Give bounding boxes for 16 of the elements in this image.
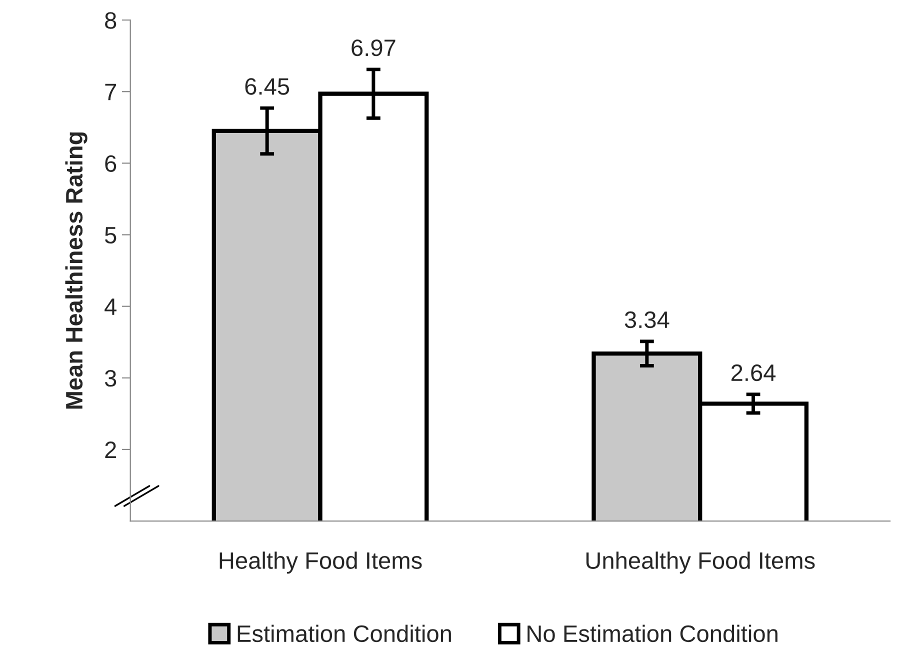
y-tick-label: 7 — [105, 84, 116, 100]
y-tick-label: 5 — [104, 227, 116, 244]
y-tick-label: 6 — [105, 155, 116, 172]
y-tick-label: 4 — [104, 298, 116, 315]
data-label: 6.45 — [245, 78, 290, 95]
data-label: 2.64 — [731, 364, 776, 382]
y-tick-label: 3 — [104, 370, 116, 387]
y-tick-label: 2 — [105, 442, 116, 458]
y-tick-label: 8 — [105, 12, 116, 29]
data-label: 3.34 — [624, 311, 670, 328]
y-axis-title: Mean Healthiness Rating — [65, 132, 88, 409]
legend-label: Estimation Condition — [238, 624, 451, 642]
x-tick-label: Healthy Food Items — [220, 552, 422, 574]
data-label: 6.97 — [352, 39, 396, 56]
legend-label: No Estimation Condition — [528, 624, 778, 642]
x-tick-label: Unhealthy Food Items — [586, 552, 815, 574]
